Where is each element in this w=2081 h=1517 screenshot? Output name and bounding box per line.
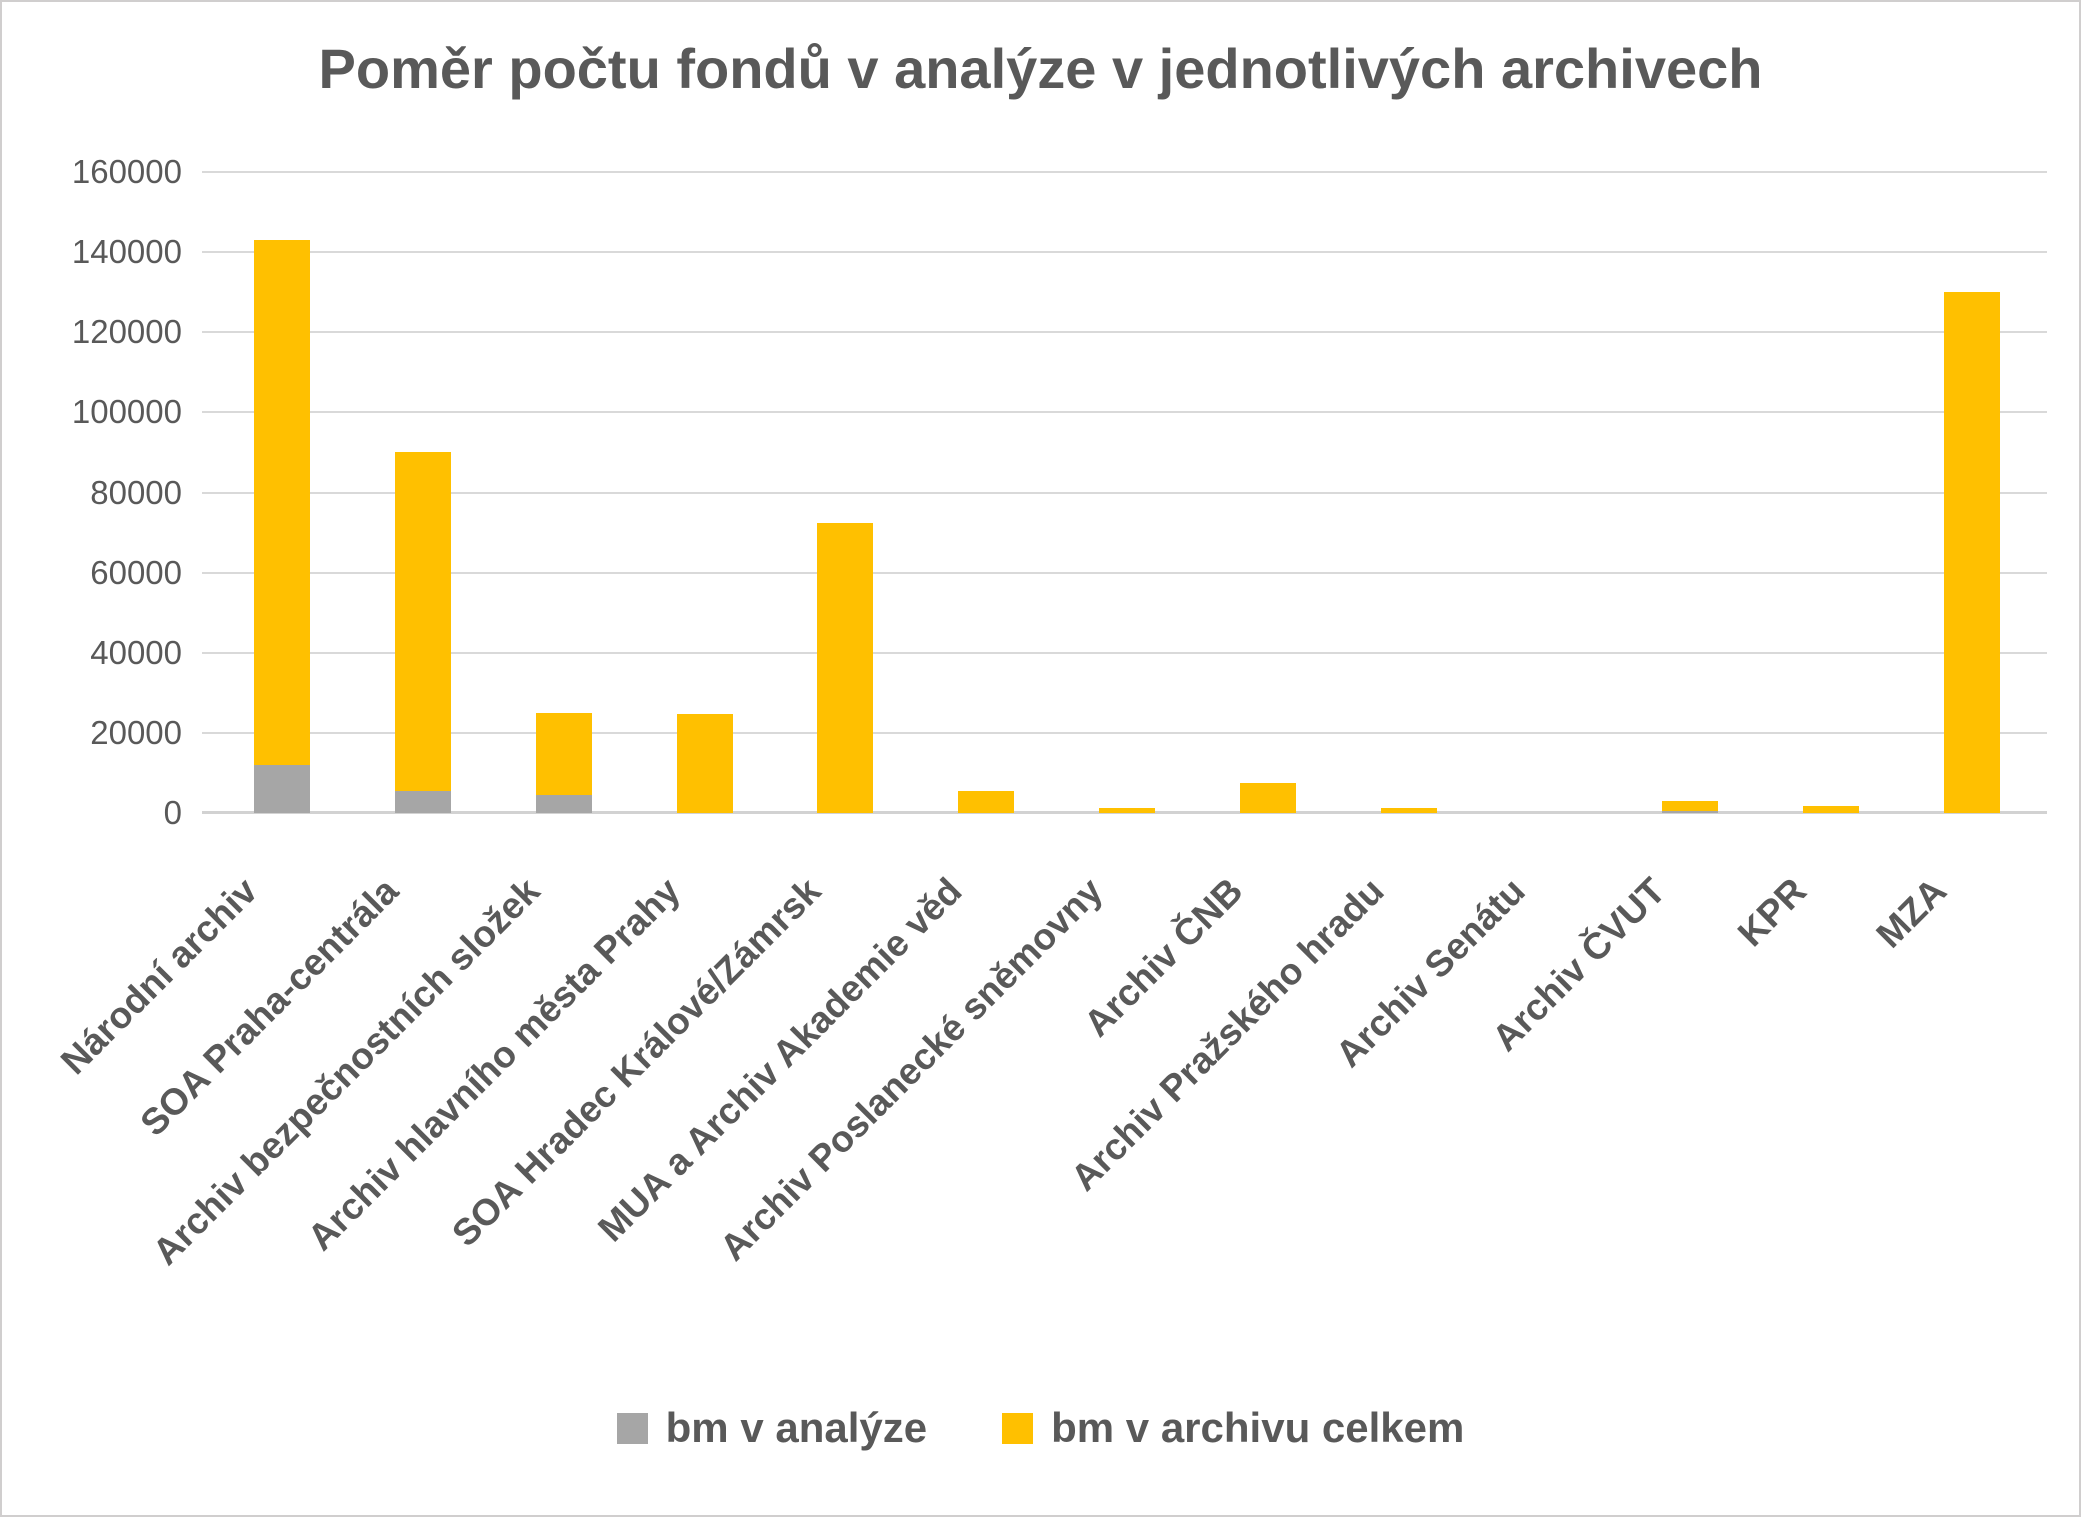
bar-segment-bm-v-anal-ze-soa-praha-centr-la — [395, 790, 452, 813]
x-axis: Národní archiv SOA Praha-centrála Archiv b… — [53, 813, 2042, 1413]
gridline — [202, 571, 2047, 574]
y-axis-tick-label: 0 — [163, 794, 182, 831]
bar-group-mua-a-archiv-akademie-v-d — [916, 172, 1057, 813]
legend-item-total: bm v archivu celkem — [1002, 1404, 1464, 1452]
bar-group-archiv-poslaneck-sn-movny — [1057, 172, 1198, 813]
bar-segment-bm-v-archivu-celkem-mua-a-archiv-akademie-v-d — [958, 790, 1015, 813]
bar-segment-bm-v-anal-ze-n-rodn-archiv — [254, 764, 311, 813]
gridline — [202, 411, 2047, 414]
bar-segment-bm-v-archivu-celkem-archiv-vut — [1662, 801, 1719, 812]
bar-segment-bm-v-archivu-celkem-archiv-nb — [1239, 782, 1296, 813]
bar-segment-bm-v-archivu-celkem-soa-hradec-kr-lov-z-mrsk — [817, 522, 874, 813]
gridline — [202, 331, 2047, 334]
bar-segment-bm-v-archivu-celkem-mza — [1943, 292, 2000, 813]
bar-group-kpr — [1760, 172, 1901, 813]
legend-swatch-analyze-icon — [616, 1412, 648, 1444]
y-axis-tick-label: 160000 — [71, 153, 182, 190]
bar-segment-bm-v-anal-ze-archiv-vut — [1662, 811, 1719, 813]
gridline — [202, 731, 2047, 734]
y-axis-tick-label: 100000 — [71, 393, 182, 431]
legend: bm v analýze bm v archivu celkem — [2, 1404, 2079, 1452]
y-axis-tick-label: 80000 — [90, 473, 182, 511]
gridline — [202, 251, 2047, 254]
gridline — [202, 651, 2047, 654]
bar-segment-bm-v-archivu-celkem-n-rodn-archiv — [254, 240, 311, 765]
bars-row — [212, 172, 2042, 813]
bar-segment-bm-v-archivu-celkem-archiv-hlavn-ho-m-sta-prahy — [676, 713, 733, 813]
legend-item-analyze: bm v analýze — [616, 1404, 928, 1452]
bar-segment-bm-v-archivu-celkem-archiv-poslaneck-sn-movny — [1098, 808, 1155, 813]
bar-group-archiv-nb — [1197, 172, 1338, 813]
y-axis-tick-label: 120000 — [71, 313, 182, 351]
bar-segment-bm-v-anal-ze-archiv-bezpe-nostn-ch-slo-ek — [535, 794, 592, 813]
chart-title: Poměr počtu fondů v analýze v jednotlivý… — [318, 37, 1763, 100]
legend-swatch-total-icon — [1002, 1412, 1034, 1444]
bar-segment-bm-v-archivu-celkem-soa-praha-centr-la — [395, 452, 452, 791]
y-axis-tick-label: 140000 — [71, 233, 182, 271]
plot-area — [202, 171, 2047, 814]
legend-label-analyze: bm v analýze — [665, 1404, 928, 1451]
y-axis-tick-label: 40000 — [90, 633, 182, 671]
x-axis-category-label-mza: MZA — [1868, 870, 1955, 956]
bar-group-archiv-pra-sk-ho-hradu — [1338, 172, 1479, 813]
bar-group-mza — [1901, 172, 2042, 813]
bar-group-archiv-hlavn-ho-m-sta-prahy — [634, 172, 775, 813]
bar-group-soa-hradec-kr-lov-z-mrsk — [775, 172, 916, 813]
bar-segment-bm-v-archivu-celkem-archiv-pra-sk-ho-hradu — [1380, 807, 1437, 813]
x-axis-category-label-kpr: KPR — [1729, 870, 1814, 955]
bar-group-archiv-sen-tu — [1479, 172, 1620, 813]
legend-label-total: bm v archivu celkem — [1051, 1404, 1465, 1451]
bar-group-archiv-bezpe-nostn-ch-slo-ek — [494, 172, 635, 813]
y-axis-tick-label: 60000 — [90, 553, 182, 591]
bar-group-soa-praha-centr-la — [353, 172, 494, 813]
gridline — [202, 171, 2047, 173]
gridline — [202, 491, 2047, 494]
bar-segment-bm-v-archivu-celkem-kpr — [1802, 805, 1859, 813]
bar-group-n-rodn-archiv — [212, 172, 353, 813]
bar-segment-bm-v-archivu-celkem-archiv-bezpe-nostn-ch-slo-ek — [535, 712, 592, 795]
bar-group-archiv-vut — [1620, 172, 1761, 813]
y-axis-tick-label: 20000 — [90, 713, 182, 751]
x-axis-category-label-soa-praha-centr-la: SOA Praha-centrála — [132, 870, 407, 1144]
